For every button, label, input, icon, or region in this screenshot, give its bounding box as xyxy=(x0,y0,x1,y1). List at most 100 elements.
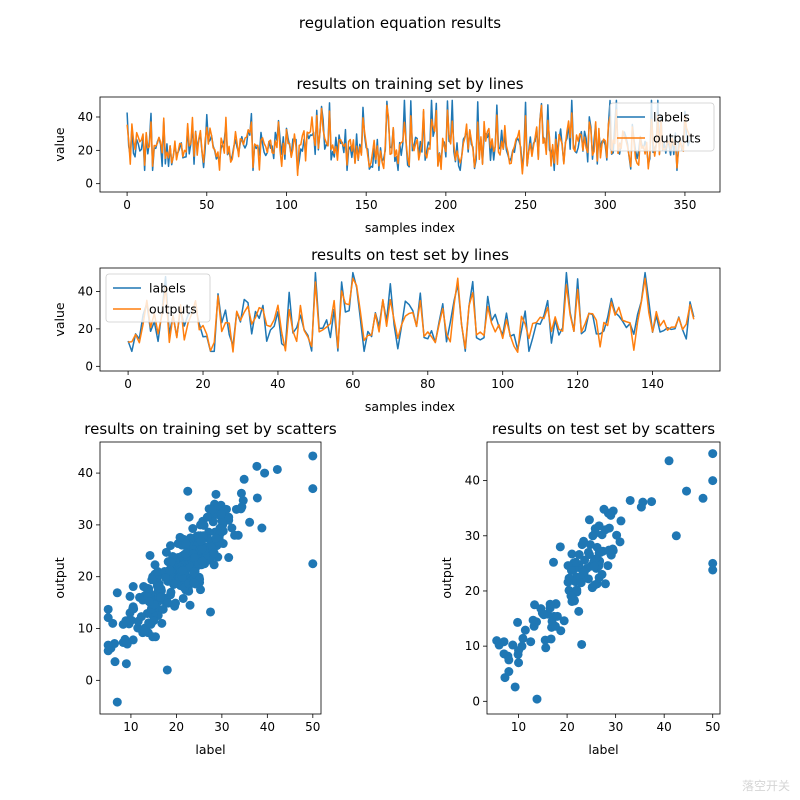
scatter-point xyxy=(239,474,249,484)
x-tick-label: 50 xyxy=(705,720,720,734)
scatter-point xyxy=(545,599,555,609)
series-line-labels xyxy=(127,271,695,353)
scatter-point xyxy=(612,530,622,540)
y-tick-label: 0 xyxy=(85,177,93,191)
scatter-point xyxy=(708,449,718,459)
scatter-point xyxy=(594,521,604,531)
scatter-point xyxy=(140,626,150,636)
scatter-point xyxy=(202,512,212,522)
x-tick-label: 50 xyxy=(199,198,214,212)
scatter-point xyxy=(520,625,530,635)
scatter-point xyxy=(112,697,122,707)
x-tick-label: 30 xyxy=(608,720,623,734)
scatter-point xyxy=(550,621,560,631)
scatter-point xyxy=(272,464,282,474)
scatter-point xyxy=(153,567,163,577)
x-axis-label: samples index xyxy=(365,399,455,414)
scatter-point xyxy=(139,582,149,592)
scatter-point xyxy=(708,476,718,486)
x-tick-label: 120 xyxy=(566,377,589,391)
scatter-point xyxy=(257,523,267,533)
scatter-point xyxy=(616,516,626,526)
scatter-point xyxy=(183,486,193,496)
scatter-point xyxy=(144,597,154,607)
scatter-point xyxy=(103,604,113,614)
y-tick-label: 20 xyxy=(78,143,93,157)
scatter-point xyxy=(118,619,128,629)
x-tick-label: 200 xyxy=(434,198,457,212)
series-line-outputs xyxy=(126,104,691,177)
scatter-point xyxy=(604,545,614,555)
scatter-point xyxy=(518,633,528,643)
scatter-point xyxy=(625,495,635,505)
x-tick-label: 100 xyxy=(491,377,514,391)
scatter-point xyxy=(499,637,509,647)
scatter-point xyxy=(615,537,625,547)
legend-label-labels: labels xyxy=(149,281,186,296)
scatter-point xyxy=(110,657,120,667)
x-tick-label: 50 xyxy=(305,720,320,734)
scatter-point xyxy=(147,575,157,585)
legend: labels outputs xyxy=(609,102,715,152)
scatter-point xyxy=(492,636,502,646)
scatter-point xyxy=(245,517,255,527)
scatter-point xyxy=(103,646,113,656)
scatter-point xyxy=(158,604,168,614)
scatter-point xyxy=(514,658,524,668)
y-tick-label: 20 xyxy=(465,584,480,598)
chart-title: results on test set by scatters xyxy=(492,420,715,438)
scatter-point xyxy=(165,541,175,551)
y-tick-label: 0 xyxy=(472,694,480,708)
scatter-point xyxy=(579,536,589,546)
scatter-point xyxy=(197,544,207,554)
scatter-point xyxy=(206,607,215,617)
scatter-point xyxy=(504,655,514,665)
scatter-point xyxy=(161,547,171,557)
scatter-point xyxy=(577,639,587,649)
scatter-point xyxy=(189,578,199,588)
y-tick-label: 40 xyxy=(465,474,480,488)
scatter-point xyxy=(154,582,164,592)
scatter-point xyxy=(597,569,607,579)
scatter-point xyxy=(178,593,188,603)
scatter-point xyxy=(671,531,681,541)
scatter-point xyxy=(196,536,206,546)
legend-frame xyxy=(609,102,715,152)
scatter-point xyxy=(585,540,595,550)
scatter-point xyxy=(155,592,165,602)
x-tick-label: 30 xyxy=(214,720,229,734)
plot-area xyxy=(127,271,695,354)
x-tick-label: 250 xyxy=(514,198,537,212)
scatter-point xyxy=(708,558,718,568)
scatter-point xyxy=(224,512,234,522)
y-tick-label: 40 xyxy=(78,110,93,124)
scatter-point xyxy=(530,600,540,610)
scatter-point xyxy=(189,567,199,577)
plot-area xyxy=(103,451,318,707)
scatter-point xyxy=(708,565,718,575)
x-tick-label: 80 xyxy=(420,377,435,391)
x-axis-label: label xyxy=(195,742,225,757)
scatter-point xyxy=(596,547,606,557)
x-axis-label: samples index xyxy=(365,220,455,235)
scatter-point xyxy=(230,530,240,540)
scatter-point xyxy=(149,616,159,626)
legend-label-outputs: outputs xyxy=(653,131,701,146)
scatter-point xyxy=(606,510,616,520)
x-tick-label: 0 xyxy=(124,377,132,391)
scatter-point xyxy=(260,468,270,478)
scatter-point xyxy=(574,550,584,560)
y-tick-label: 10 xyxy=(78,622,93,636)
y-axis-label: output xyxy=(439,557,454,598)
y-tick-label: 0 xyxy=(85,673,93,687)
scatter-point xyxy=(590,528,600,538)
plot-area xyxy=(492,449,718,704)
scatter-point xyxy=(166,557,176,567)
scatter-point xyxy=(207,505,217,515)
scatter-point xyxy=(571,557,581,567)
scatter-point xyxy=(574,606,584,616)
scatter-point xyxy=(209,548,219,558)
scatter-point xyxy=(227,523,237,533)
test-lines-chart: results on test set by lines samples inde… xyxy=(52,246,721,414)
x-tick-label: 150 xyxy=(355,198,378,212)
